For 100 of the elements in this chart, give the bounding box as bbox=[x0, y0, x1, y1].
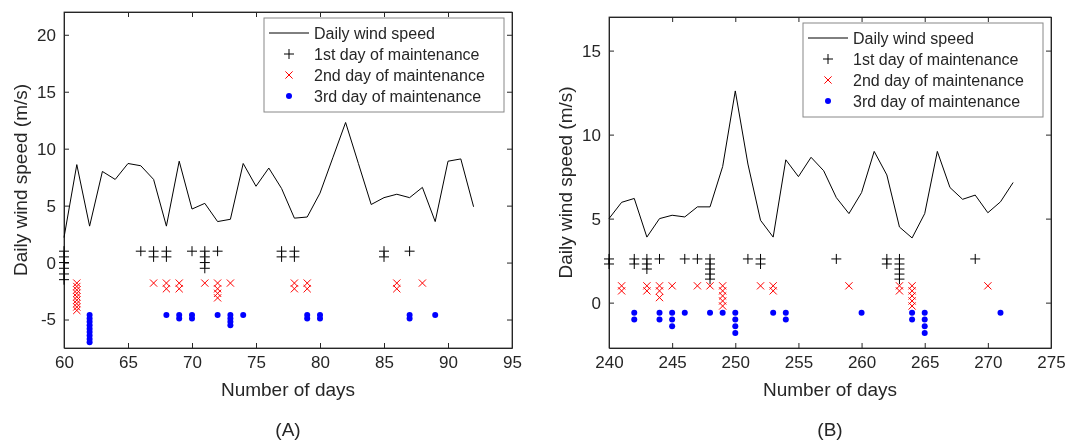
point bbox=[656, 316, 663, 323]
x-tick-label: 270 bbox=[974, 353, 1003, 373]
point bbox=[742, 253, 754, 265]
point bbox=[642, 286, 651, 295]
x-tick-label: 250 bbox=[721, 353, 750, 373]
legend-label: 2nd day of maintenance bbox=[853, 72, 1024, 89]
legend-label: Daily wind speed bbox=[853, 30, 974, 47]
point bbox=[669, 309, 676, 316]
point bbox=[176, 315, 183, 322]
point bbox=[668, 281, 677, 290]
y-tick-label: 10 bbox=[37, 139, 56, 159]
point bbox=[603, 258, 615, 270]
point bbox=[189, 315, 195, 322]
point bbox=[770, 309, 777, 316]
point bbox=[707, 309, 714, 316]
y-tick-label: 15 bbox=[37, 82, 56, 102]
legend-label: 1st day of maintenance bbox=[314, 46, 480, 63]
y-tick-label: 0 bbox=[591, 293, 601, 313]
y-axis-title: Daily wind speed (m/s) bbox=[555, 86, 576, 279]
point bbox=[921, 309, 928, 316]
point bbox=[769, 281, 778, 290]
point bbox=[907, 296, 917, 306]
legend-label: 3rd day of maintenance bbox=[314, 88, 482, 105]
point bbox=[226, 278, 235, 288]
point bbox=[149, 278, 158, 288]
point bbox=[186, 245, 198, 257]
point bbox=[921, 329, 928, 336]
point bbox=[642, 281, 651, 290]
point bbox=[72, 282, 81, 291]
point bbox=[997, 309, 1004, 316]
point bbox=[921, 316, 928, 323]
point bbox=[631, 316, 638, 323]
point bbox=[983, 281, 992, 290]
x-tick-label: 245 bbox=[658, 353, 687, 373]
point bbox=[679, 253, 691, 265]
point bbox=[304, 315, 311, 322]
point bbox=[214, 311, 221, 318]
point bbox=[72, 299, 81, 308]
point bbox=[276, 251, 288, 263]
point bbox=[72, 296, 81, 305]
point bbox=[199, 262, 211, 274]
point bbox=[718, 296, 727, 306]
point bbox=[628, 258, 640, 270]
x-tick-label: 70 bbox=[183, 353, 202, 373]
point bbox=[681, 309, 688, 316]
point bbox=[654, 253, 666, 265]
point bbox=[404, 245, 416, 257]
point bbox=[631, 309, 638, 316]
point bbox=[895, 286, 904, 295]
x-tick-label: 265 bbox=[911, 353, 940, 373]
point bbox=[718, 286, 727, 295]
point bbox=[317, 315, 323, 322]
point bbox=[303, 284, 312, 293]
y-tick-label: 10 bbox=[582, 125, 601, 145]
point bbox=[213, 289, 222, 298]
legend-label: 2nd day of maintenance bbox=[314, 67, 485, 84]
x-tick-label: 60 bbox=[55, 353, 74, 373]
x-axis-title: Number of days bbox=[762, 379, 898, 400]
point bbox=[732, 323, 739, 330]
point bbox=[175, 284, 184, 293]
point bbox=[72, 289, 81, 298]
point bbox=[392, 284, 401, 293]
x-tick-label: 260 bbox=[847, 353, 877, 373]
point bbox=[909, 309, 916, 316]
point bbox=[655, 281, 664, 290]
point bbox=[655, 286, 664, 295]
point bbox=[718, 291, 727, 301]
x-tick-label: 255 bbox=[784, 353, 814, 373]
x-tick-label: 65 bbox=[119, 353, 138, 373]
point bbox=[881, 258, 893, 270]
y-tick-label: 20 bbox=[37, 25, 56, 45]
point bbox=[213, 278, 222, 288]
point bbox=[160, 251, 172, 263]
point bbox=[72, 306, 81, 315]
point bbox=[858, 309, 865, 316]
x-axis-title: Number of days bbox=[220, 379, 356, 400]
point bbox=[163, 311, 170, 318]
point bbox=[844, 281, 854, 290]
y-tick-label: -5 bbox=[40, 310, 56, 330]
point bbox=[921, 323, 928, 330]
y-tick-label: 0 bbox=[46, 253, 56, 273]
x-tick-label: 90 bbox=[439, 353, 458, 373]
x-tick-label: 75 bbox=[247, 353, 266, 373]
x-tick-label: 85 bbox=[375, 353, 394, 373]
point bbox=[162, 284, 171, 293]
point bbox=[907, 281, 917, 290]
point bbox=[732, 309, 739, 316]
point bbox=[830, 253, 842, 265]
x-tick-label: 275 bbox=[1037, 353, 1066, 373]
point bbox=[58, 274, 70, 286]
point bbox=[969, 253, 981, 265]
point bbox=[718, 281, 727, 290]
x-tick-label: 240 bbox=[595, 353, 624, 373]
point bbox=[240, 311, 247, 318]
point bbox=[705, 281, 715, 290]
point bbox=[907, 291, 917, 301]
point bbox=[704, 273, 716, 285]
point bbox=[718, 301, 727, 311]
x-tick-label: 95 bbox=[503, 353, 522, 373]
point bbox=[227, 322, 234, 329]
